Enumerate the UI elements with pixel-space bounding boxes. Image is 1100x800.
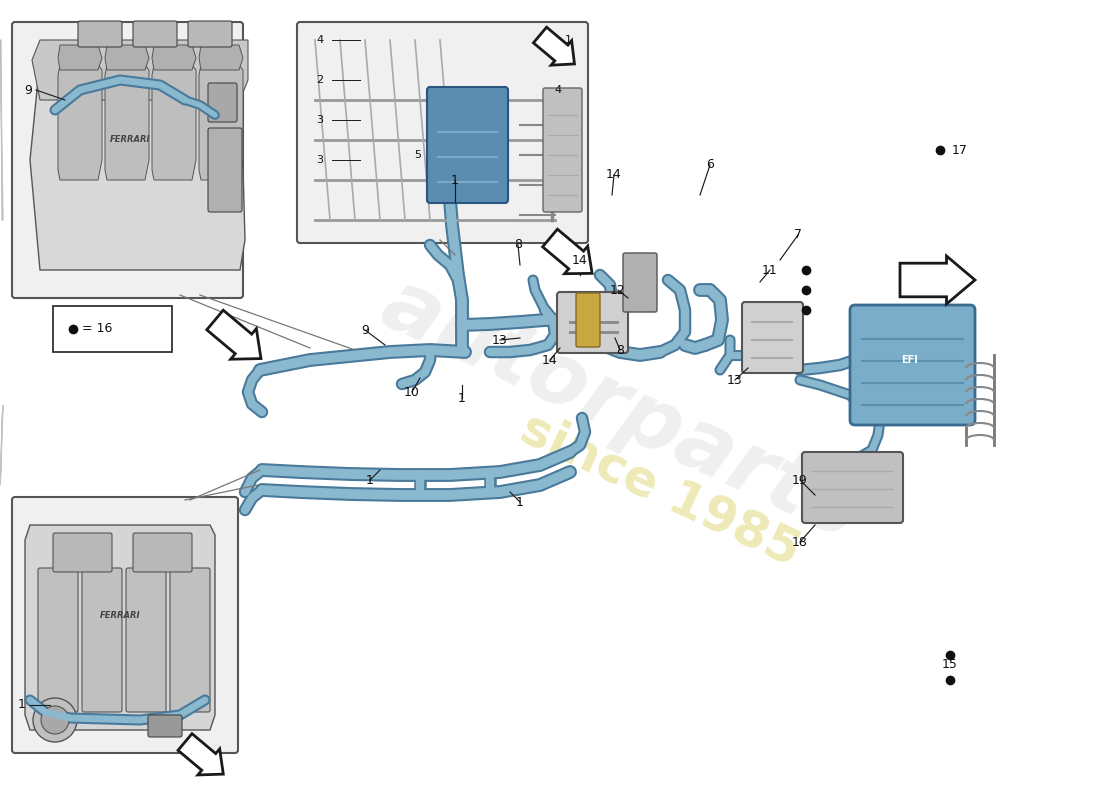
FancyBboxPatch shape <box>170 568 210 712</box>
FancyBboxPatch shape <box>53 533 112 572</box>
Polygon shape <box>152 45 196 70</box>
FancyBboxPatch shape <box>188 21 232 47</box>
FancyBboxPatch shape <box>133 533 192 572</box>
Polygon shape <box>199 45 243 70</box>
Text: 6: 6 <box>706 158 714 171</box>
Text: 2: 2 <box>317 75 323 85</box>
FancyBboxPatch shape <box>208 83 236 122</box>
FancyBboxPatch shape <box>850 305 975 425</box>
Text: 3: 3 <box>317 155 323 165</box>
Text: 5: 5 <box>415 150 421 160</box>
FancyBboxPatch shape <box>12 497 238 753</box>
Polygon shape <box>0 40 3 220</box>
FancyBboxPatch shape <box>126 568 166 712</box>
Polygon shape <box>152 65 196 180</box>
Text: FERRARI: FERRARI <box>110 135 151 145</box>
FancyBboxPatch shape <box>53 306 172 352</box>
Text: 17: 17 <box>953 143 968 157</box>
Polygon shape <box>25 525 215 730</box>
Text: 9: 9 <box>361 323 368 337</box>
FancyBboxPatch shape <box>576 293 600 347</box>
Text: 7: 7 <box>794 229 802 242</box>
Text: 1: 1 <box>366 474 374 486</box>
Text: 14: 14 <box>572 254 587 266</box>
Text: 19: 19 <box>792 474 807 486</box>
Text: 9: 9 <box>24 83 32 97</box>
Text: 10: 10 <box>404 386 420 398</box>
Text: 8: 8 <box>514 238 522 251</box>
Text: 11: 11 <box>762 263 778 277</box>
Polygon shape <box>104 65 148 180</box>
FancyBboxPatch shape <box>78 21 122 47</box>
Text: 1: 1 <box>451 174 459 186</box>
Text: 1: 1 <box>564 35 572 45</box>
FancyBboxPatch shape <box>208 128 242 212</box>
Text: 4: 4 <box>554 85 562 95</box>
FancyBboxPatch shape <box>297 22 588 243</box>
Text: 12: 12 <box>610 283 626 297</box>
Text: 13: 13 <box>492 334 508 346</box>
FancyBboxPatch shape <box>148 715 182 737</box>
FancyBboxPatch shape <box>82 568 122 712</box>
Text: autorparts: autorparts <box>368 263 872 557</box>
Text: 8: 8 <box>616 343 624 357</box>
Polygon shape <box>542 229 592 274</box>
Text: 15: 15 <box>942 658 958 671</box>
Text: 18: 18 <box>792 535 807 549</box>
Polygon shape <box>207 310 261 359</box>
FancyBboxPatch shape <box>133 21 177 47</box>
Polygon shape <box>104 45 148 70</box>
Text: EFI: EFI <box>902 355 918 365</box>
Text: 3: 3 <box>317 115 323 125</box>
FancyBboxPatch shape <box>802 452 903 523</box>
Polygon shape <box>534 27 574 65</box>
Text: 4: 4 <box>317 35 323 45</box>
Polygon shape <box>199 65 243 180</box>
Circle shape <box>33 698 77 742</box>
Text: 14: 14 <box>542 354 558 366</box>
Text: FERRARI: FERRARI <box>100 610 141 619</box>
Polygon shape <box>30 60 245 270</box>
FancyBboxPatch shape <box>623 253 657 312</box>
Text: 14: 14 <box>606 169 621 182</box>
Text: = 16: = 16 <box>82 322 112 335</box>
Text: since 1985: since 1985 <box>513 404 807 576</box>
Polygon shape <box>178 734 223 775</box>
Polygon shape <box>32 40 248 100</box>
FancyBboxPatch shape <box>39 568 78 712</box>
Polygon shape <box>58 65 102 180</box>
Text: 1: 1 <box>516 495 524 509</box>
Text: 13: 13 <box>727 374 742 386</box>
Polygon shape <box>0 405 3 485</box>
Text: 1: 1 <box>458 391 466 405</box>
FancyBboxPatch shape <box>543 88 582 212</box>
Text: 1: 1 <box>18 698 26 711</box>
Circle shape <box>41 706 69 734</box>
Polygon shape <box>58 45 102 70</box>
FancyBboxPatch shape <box>427 87 508 203</box>
FancyBboxPatch shape <box>742 302 803 373</box>
FancyBboxPatch shape <box>12 22 243 298</box>
Polygon shape <box>900 256 975 304</box>
FancyBboxPatch shape <box>557 292 628 353</box>
